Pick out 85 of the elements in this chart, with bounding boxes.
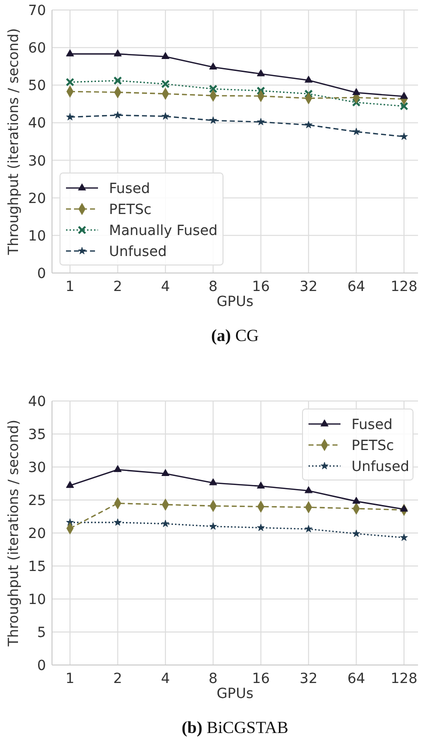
point [162, 112, 170, 120]
x-tick-label: 64 [347, 279, 366, 295]
x-axis-title: GPUs [216, 294, 254, 310]
y-tick-label: 40 [28, 116, 46, 132]
y-tick-label: 10 [28, 228, 46, 244]
text: (b) BiCGSTAB [182, 718, 288, 737]
y-tick-label: 50 [28, 78, 46, 94]
x-tick-label: 32 [300, 671, 318, 687]
point [66, 49, 74, 56]
point [209, 478, 218, 486]
point [113, 76, 122, 85]
legend-label: Manually Fused [109, 223, 218, 239]
y-tick-label: 0 [37, 266, 46, 282]
y-tick-label: 30 [28, 460, 46, 476]
point [256, 69, 265, 76]
point [161, 80, 170, 88]
point [400, 534, 408, 541]
point [209, 522, 217, 530]
x-tick-label: 16 [252, 671, 270, 687]
x-axis-title: GPUs [216, 686, 254, 702]
legend-label: PETSc [352, 438, 394, 454]
point [352, 496, 360, 504]
y-tick-label: 5 [37, 625, 46, 641]
x-tick-label: 1 [66, 279, 74, 295]
x-tick-label: 8 [208, 671, 218, 687]
point [256, 482, 265, 489]
x-tick-label: 128 [390, 279, 418, 295]
point [256, 86, 266, 96]
point [304, 486, 313, 494]
y-tick-label: 70 [28, 3, 46, 19]
point [352, 98, 361, 107]
point [114, 465, 122, 472]
x-tick-label: 128 [390, 671, 418, 687]
x-tick-label: 16 [252, 279, 270, 295]
legend-label: PETSc [109, 202, 152, 218]
legend-label: Unfused [352, 459, 410, 475]
y-tick-label: 25 [28, 493, 46, 509]
x-tick-label: 32 [300, 279, 318, 295]
point [352, 530, 360, 537]
point [400, 102, 408, 110]
x-tick-label: 64 [347, 671, 366, 687]
point [66, 480, 74, 488]
point [209, 62, 218, 70]
y-tick-label: 20 [28, 190, 46, 207]
y-tick-label: 20 [28, 526, 46, 542]
point [257, 118, 265, 126]
point [114, 49, 122, 56]
legend-label: Fused [352, 417, 392, 433]
point [400, 132, 408, 140]
point [304, 89, 313, 98]
point [400, 92, 408, 99]
point [304, 76, 313, 83]
y-tick-label: 0 [37, 658, 46, 674]
x-tick-label: 2 [113, 279, 122, 295]
y-axis-title: Throughput (iterations / second) [6, 28, 22, 256]
point [162, 520, 170, 528]
x-tick-label: 4 [160, 279, 170, 295]
y-axis-title: Throughput (iterations / second) [6, 420, 22, 648]
y-tick-label: 10 [28, 592, 46, 608]
legend-label: Fused [109, 181, 150, 197]
x-tick-label: 4 [160, 671, 170, 687]
point [304, 525, 312, 532]
point [66, 78, 74, 86]
point [352, 128, 360, 136]
y-tick-label: 40 [28, 394, 46, 410]
y-tick-label: 60 [28, 40, 46, 57]
x-tick-label: 8 [208, 279, 218, 295]
point [66, 113, 74, 120]
y-tick-label: 30 [28, 153, 46, 170]
point [257, 524, 265, 532]
point [400, 504, 408, 512]
text: (a) CG [211, 326, 259, 345]
y-tick-label: 15 [28, 559, 46, 575]
legend-label: Unfused [109, 244, 167, 260]
x-tick-label: 1 [66, 671, 74, 687]
point [304, 120, 312, 128]
point [161, 469, 170, 476]
point [114, 518, 122, 526]
y-tick-label: 35 [28, 427, 46, 443]
point [208, 84, 218, 94]
point [352, 88, 360, 96]
point [114, 111, 122, 119]
point [161, 52, 170, 59]
point [209, 116, 217, 124]
x-tick-label: 2 [113, 671, 122, 687]
